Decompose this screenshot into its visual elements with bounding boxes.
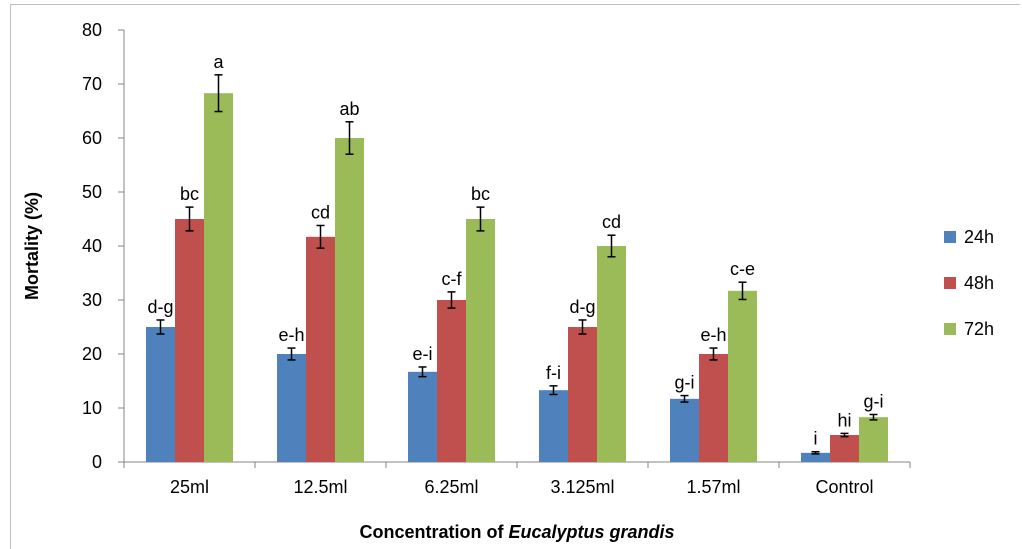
legend-swatch-72h xyxy=(944,323,956,335)
bar-48h-1.57ml xyxy=(699,354,728,462)
significance-label: f-i xyxy=(546,363,561,383)
significance-label: a xyxy=(213,52,224,72)
x-axis-title-italic-part: Eucalyptus grandis xyxy=(508,522,674,542)
x-category-label: Control xyxy=(815,477,873,497)
bar-72h-Control xyxy=(859,417,888,462)
significance-label: d-g xyxy=(569,297,595,317)
y-tick-label: 80 xyxy=(82,20,102,40)
bar-72h-1.57ml xyxy=(728,291,757,462)
significance-label: c-f xyxy=(442,269,463,289)
significance-label: c-e xyxy=(730,259,755,279)
y-tick-label: 50 xyxy=(82,182,102,202)
bar-72h-25ml xyxy=(204,93,233,462)
significance-label: g-i xyxy=(674,373,694,393)
significance-label: cd xyxy=(311,202,330,222)
significance-label: e-h xyxy=(700,325,726,345)
bar-72h-3.125ml xyxy=(597,246,626,462)
legend-label-24h: 24h xyxy=(964,227,994,247)
significance-label: e-i xyxy=(412,344,432,364)
legend-swatch-48h xyxy=(944,277,956,289)
x-category-label: 25ml xyxy=(170,477,209,497)
bar-72h-6.25ml xyxy=(466,219,495,462)
legend-label-72h: 72h xyxy=(964,319,994,339)
significance-label: g-i xyxy=(863,391,883,411)
bar-24h-12.5ml xyxy=(277,354,306,462)
y-tick-label: 30 xyxy=(82,290,102,310)
legend-label-48h: 48h xyxy=(964,273,994,293)
x-axis-title-part: Concentration of xyxy=(359,522,508,542)
x-category-label: 6.25ml xyxy=(424,477,478,497)
significance-label: hi xyxy=(837,410,851,430)
y-tick-label: 60 xyxy=(82,128,102,148)
bar-48h-Control xyxy=(830,435,859,462)
legend-swatch-24h xyxy=(944,231,956,243)
y-tick-label: 70 xyxy=(82,74,102,94)
y-tick-label: 10 xyxy=(82,398,102,418)
bar-48h-3.125ml xyxy=(568,327,597,462)
significance-label: bc xyxy=(180,184,199,204)
y-tick-label: 40 xyxy=(82,236,102,256)
bar-24h-25ml xyxy=(146,327,175,462)
bar-72h-12.5ml xyxy=(335,138,364,462)
bar-48h-6.25ml xyxy=(437,300,466,462)
significance-label: cd xyxy=(602,212,621,232)
y-tick-label: 0 xyxy=(92,452,102,472)
significance-label: ab xyxy=(339,99,359,119)
y-tick-label: 20 xyxy=(82,344,102,364)
y-axis-title: Mortality (%) xyxy=(22,192,42,300)
significance-label: i xyxy=(814,429,818,449)
significance-label: bc xyxy=(471,184,490,204)
bar-24h-3.125ml xyxy=(539,390,568,462)
bar-48h-25ml xyxy=(175,219,204,462)
bar-48h-12.5ml xyxy=(306,237,335,462)
significance-label: e-h xyxy=(278,325,304,345)
bar-24h-1.57ml xyxy=(670,399,699,462)
significance-label: d-g xyxy=(147,297,173,317)
bar-24h-6.25ml xyxy=(408,372,437,462)
x-category-label: 3.125ml xyxy=(550,477,614,497)
x-axis-title: Concentration of Eucalyptus grandis xyxy=(359,522,674,542)
x-category-label: 1.57ml xyxy=(686,477,740,497)
x-category-label: 12.5ml xyxy=(293,477,347,497)
